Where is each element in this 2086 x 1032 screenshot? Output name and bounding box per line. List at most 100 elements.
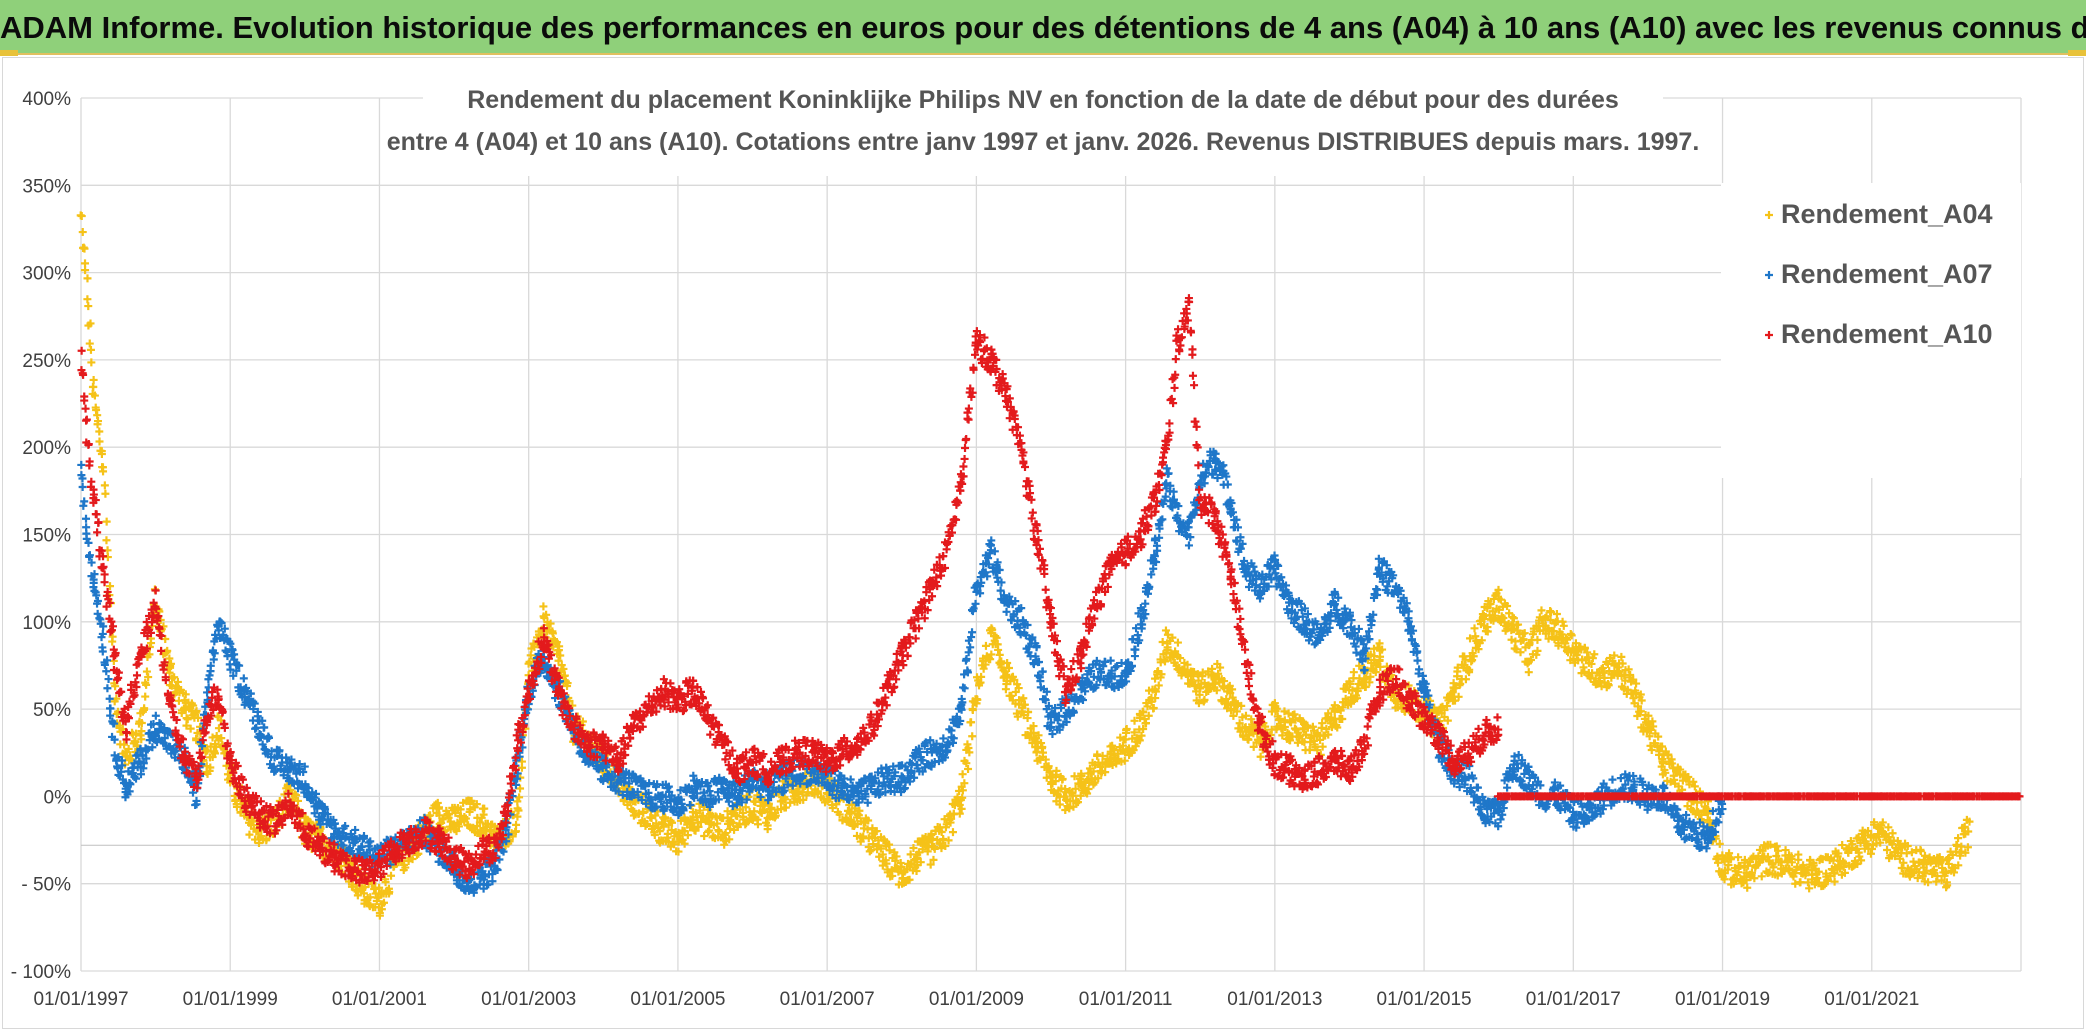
data-point	[1101, 768, 1110, 777]
data-point	[1664, 750, 1673, 759]
data-point	[90, 391, 99, 400]
data-point	[691, 808, 700, 817]
data-point	[1916, 847, 1925, 856]
data-point	[1131, 742, 1140, 751]
data-point	[1740, 855, 1749, 864]
data-point	[1454, 692, 1463, 701]
data-point	[1743, 883, 1752, 892]
data-point	[1200, 695, 1209, 704]
data-point	[548, 627, 557, 636]
data-point	[1772, 842, 1781, 851]
y-tick-label: 0%	[44, 787, 72, 808]
data-point	[1957, 847, 1966, 856]
data-point	[1349, 668, 1358, 677]
data-point	[1813, 874, 1822, 883]
data-point	[132, 729, 141, 738]
data-point	[511, 827, 520, 836]
data-point	[913, 853, 922, 862]
data-point	[1094, 774, 1103, 783]
data-point	[650, 830, 659, 839]
data-point	[1333, 723, 1342, 732]
data-point	[1632, 679, 1641, 688]
data-point	[1316, 735, 1325, 744]
data-point	[83, 295, 92, 304]
data-point	[1318, 719, 1327, 728]
data-point	[891, 856, 900, 865]
data-point	[1532, 650, 1541, 659]
data-point	[1280, 716, 1289, 725]
data-point	[1151, 674, 1160, 683]
data-point	[1795, 878, 1804, 887]
data-point	[1161, 626, 1170, 635]
data-point	[981, 641, 990, 650]
corner-accent-right	[2068, 50, 2086, 56]
data-point	[1139, 725, 1148, 734]
data-point	[1590, 650, 1599, 659]
data-point	[968, 732, 977, 741]
data-point	[239, 674, 248, 683]
chart-area: 400% 350% 300% 250% 200% 150% 100% 50% 0% - 50% - …	[2, 57, 2084, 1029]
data-point	[1220, 677, 1229, 686]
data-point	[1135, 736, 1144, 745]
data-point	[994, 645, 1003, 654]
data-point	[948, 828, 957, 837]
data-point	[1194, 699, 1203, 708]
data-point	[1122, 724, 1131, 733]
data-point	[1272, 704, 1281, 713]
data-point	[1184, 541, 1193, 550]
data-point	[929, 855, 938, 864]
data-point	[1768, 859, 1777, 868]
data-point	[888, 871, 897, 880]
data-point	[1313, 746, 1322, 755]
data-point	[700, 832, 709, 840]
data-point	[976, 678, 985, 687]
data-point	[1068, 791, 1077, 800]
data-point	[872, 827, 881, 836]
y-tick-label: 50%	[33, 700, 71, 721]
data-point	[981, 660, 990, 669]
data-point	[1617, 652, 1626, 661]
data-point	[412, 850, 421, 859]
data-point	[885, 846, 894, 855]
data-point	[475, 818, 484, 827]
data-point	[546, 619, 555, 628]
x-tick-label: 01/01/2017	[1526, 989, 1621, 1010]
data-point	[1077, 772, 1086, 781]
data-point	[1216, 663, 1225, 672]
data-point	[147, 639, 156, 648]
data-point	[1212, 686, 1221, 695]
y-tick-label: - 100%	[11, 962, 71, 983]
data-point	[1644, 711, 1653, 720]
data-point	[1141, 719, 1150, 728]
data-point	[451, 808, 460, 817]
data-point	[1483, 627, 1492, 636]
data-point	[863, 825, 872, 834]
data-point	[1461, 675, 1470, 684]
data-point	[1494, 585, 1503, 594]
data-point	[964, 765, 973, 774]
data-point	[1303, 721, 1312, 730]
data-point	[1079, 783, 1088, 792]
data-point	[958, 793, 967, 802]
data-point	[82, 514, 91, 523]
data-point	[83, 274, 92, 283]
data-point	[98, 463, 107, 472]
data-point	[189, 701, 198, 710]
data-point	[937, 828, 946, 837]
data-point	[930, 842, 939, 851]
data-point	[855, 806, 864, 815]
data-point	[144, 673, 153, 682]
y-tick-label: 100%	[22, 613, 71, 634]
data-point	[753, 820, 762, 829]
data-point	[926, 860, 935, 869]
data-point	[192, 734, 201, 743]
data-point	[1214, 669, 1223, 678]
y-tick-label: - 50%	[21, 875, 71, 896]
data-point	[674, 847, 683, 856]
data-point	[1715, 839, 1724, 848]
data-point	[1002, 607, 1011, 616]
data-point	[517, 763, 526, 772]
data-point	[813, 787, 822, 796]
data-point	[1533, 646, 1542, 655]
x-tick-label: 01/01/1999	[183, 989, 278, 1010]
